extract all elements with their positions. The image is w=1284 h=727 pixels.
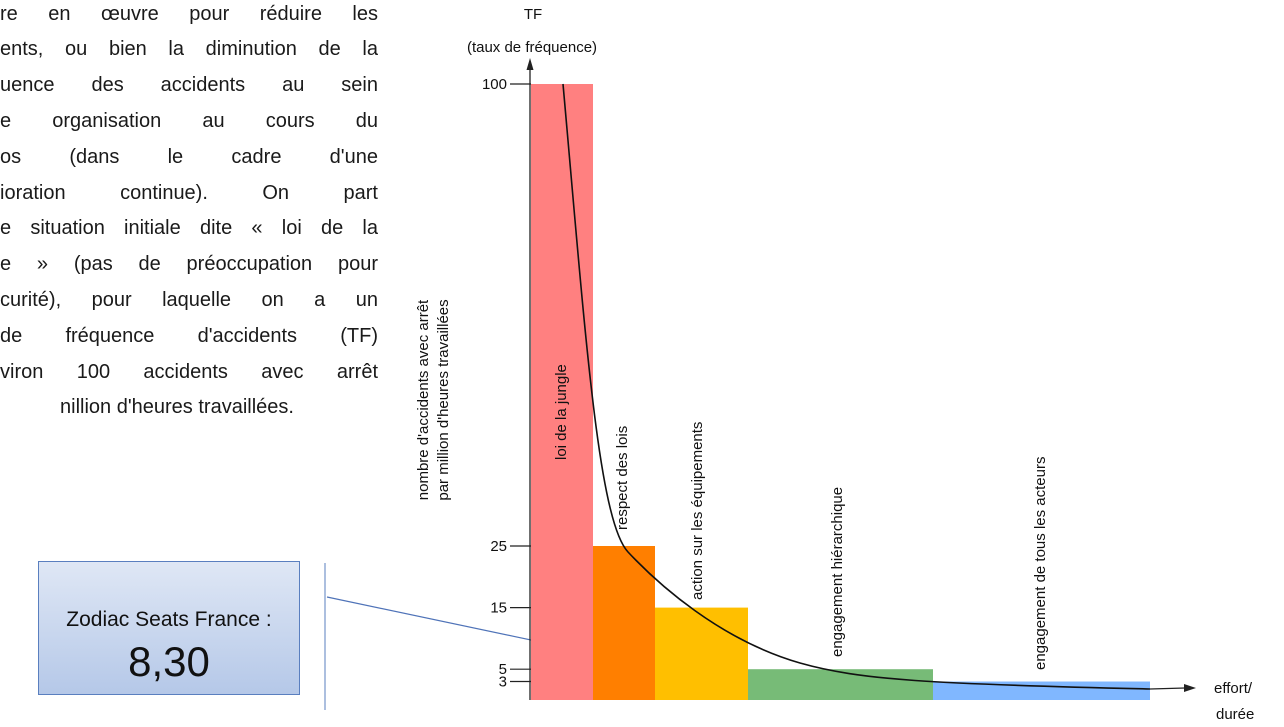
bar-label: loi de la jungle [553, 364, 570, 460]
y-axis-label-2: par million d'heures travaillées [435, 299, 452, 500]
callout-box: Zodiac Seats France : 8,30 [38, 561, 300, 695]
y-axis-label-1: nombre d'accidents avec arrêt [415, 299, 432, 500]
text-line: nillion d'heures travaillées. [60, 396, 294, 418]
callout-value: 8,30 [128, 638, 210, 685]
y-axis-title: TF [524, 6, 542, 23]
y-tick-label: 25 [490, 538, 507, 555]
bar-label: engagement hiérarchique [829, 487, 846, 657]
bar-label: respect des lois [614, 426, 631, 530]
text-line: e » (pas de préoccupation pour [0, 253, 378, 275]
text-line: curité), pour laquelle on a un [0, 289, 378, 311]
text-line: os (dans le cadre d'une [0, 146, 378, 168]
bar-label: action sur les équipements [689, 422, 706, 600]
bar [531, 84, 593, 700]
text-line: ioration continue). On part [0, 182, 378, 204]
bar [593, 546, 655, 700]
y-tick-label: 15 [490, 600, 507, 617]
text-line: e organisation au cours du [0, 110, 378, 132]
y-axis-subtitle: (taux de fréquence) [467, 39, 597, 56]
bar [655, 607, 748, 700]
bar [933, 681, 1150, 700]
bar-label: engagement de tous les acteurs [1032, 457, 1049, 670]
x-axis-extension [1149, 687, 1186, 690]
bar [748, 669, 933, 700]
text-line: viron 100 accidents avec arrêt [0, 361, 378, 383]
y-ticks-group: 100 25 15 53 [482, 76, 531, 691]
callout-label: Zodiac Seats France : [66, 608, 272, 631]
y-tick-label: 5 [499, 661, 507, 678]
tf-curve [562, 83, 1151, 690]
text-line: de fréquence d'accidents (TF) [0, 325, 378, 347]
bars-group [531, 84, 1150, 700]
x-axis-arrow [1184, 684, 1196, 692]
y-tick-label: 3 [499, 674, 507, 691]
text-line: ents, ou bien la diminution de la [0, 38, 378, 60]
x-axis-label-2: durée [1216, 706, 1254, 723]
y-axis-arrow [526, 58, 534, 70]
text-line: uence des accidents au sein [0, 74, 378, 96]
text-line: e situation initiale dite « loi de la [0, 217, 378, 239]
text-line: re en œuvre pour réduire les [0, 3, 378, 25]
body-text: re en œuvre pour réduire les ents, ou bi… [0, 0, 386, 500]
x-axis-label-1: effort/ [1214, 680, 1253, 697]
bar-labels-group: loi de la jungle respect des lois action s… [553, 364, 1049, 670]
y-tick-label: 100 [482, 76, 507, 93]
